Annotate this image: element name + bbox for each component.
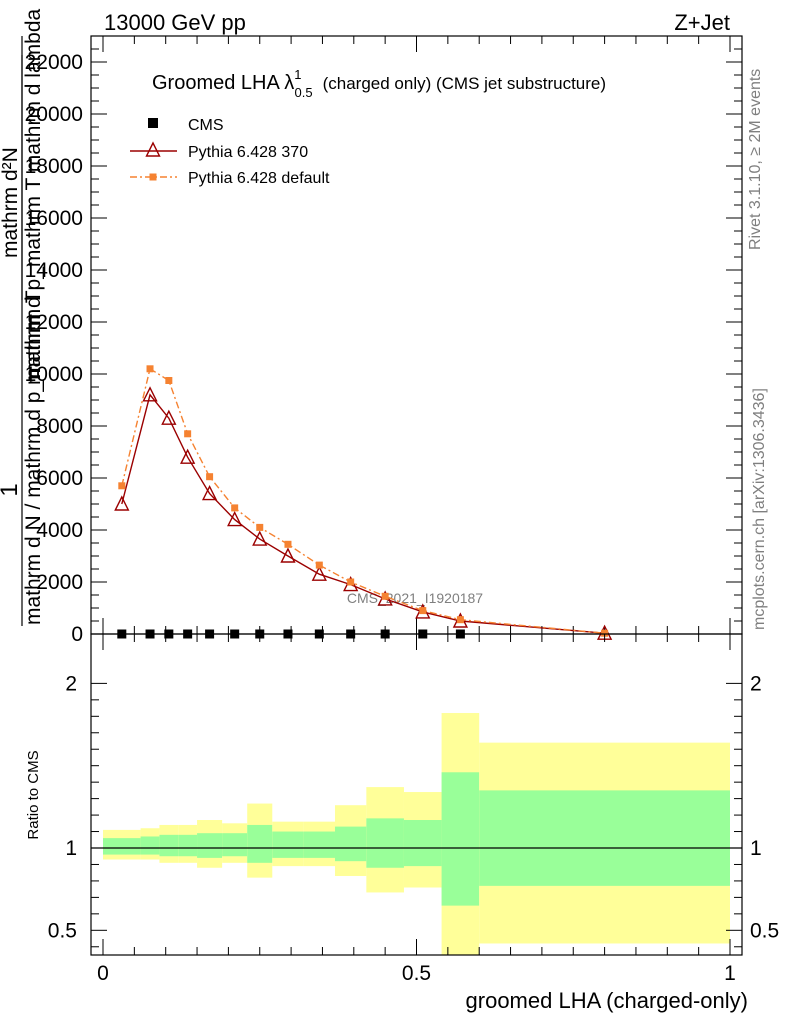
pythia-default-point [381, 592, 389, 600]
ratio-stat-band [103, 838, 141, 855]
pythia-default-point [184, 430, 192, 438]
pythia-default-point [284, 540, 292, 548]
pythia-default-point [146, 365, 154, 373]
pythia370-point [311, 565, 327, 581]
main-y-tick-label: 22000 [25, 51, 83, 74]
ratio-stat-band [403, 820, 442, 867]
legend-cms-marker [148, 118, 158, 128]
ratio-stat-band [140, 836, 160, 855]
pythia-default-point [206, 473, 214, 481]
pythia370-point [252, 530, 268, 546]
ratio-x-axis: 0 0.5 1 [97, 634, 736, 985]
y-label-den2: mathrm d p_mathrm T mathrm d lambda [22, 8, 45, 385]
ratio-y-tick-label-right: 2 [750, 672, 762, 695]
pythia-default-point [315, 561, 323, 569]
main-y-axis: 0 2000 4000 6000 8000 10000 12000 14000 16000 180… [25, 35, 742, 646]
main-y-tick-label: 2000 [36, 571, 83, 594]
ratio-y-axis: 0.5 0.5 1 1 2 2 [48, 672, 779, 948]
pythia-default-point [256, 523, 264, 531]
ratio-y-tick-label: 0.5 [48, 919, 77, 942]
ratio-y-tick-label: 2 [65, 672, 77, 695]
main-y-label: 1 mathrm d N / mathrm d p_mathrm T mathr… [0, 8, 45, 626]
pythia-default-point [601, 629, 609, 637]
pythia-default-point [456, 616, 464, 624]
process-label: Z+Jet [674, 10, 730, 35]
ratio-y-tick-label-right: 1 [750, 837, 762, 860]
ratio-y-tick-label: 1 [65, 837, 77, 860]
ratio-panel: 0.5 0.51 12 2 0 0.5 1 Ratio to CMS groomed LH… [25, 633, 779, 1013]
main-y-tick-label: 18000 [25, 155, 83, 178]
main-y-tick-label: 16000 [25, 207, 83, 230]
series-line-2 [121, 367, 605, 634]
main-y-tick-label: 0 [71, 623, 83, 646]
y-label-den: mathrm d N / mathrm d p_mathrm T [22, 290, 45, 625]
ratio-y-tick-label-right: 0.5 [750, 919, 779, 942]
legend-default-label: Pythia 6.428 default [188, 170, 330, 187]
main-y-tick-label: 14000 [25, 259, 83, 282]
pythia-default-point [347, 578, 355, 586]
legend-default-marker [149, 173, 157, 181]
ratio-x-tick-label: 0 [97, 962, 109, 985]
pythia370-point [280, 547, 296, 563]
x-axis-label: groomed LHA (charged-only) [466, 988, 748, 1013]
main-y-tick-label: 12000 [25, 311, 83, 334]
rivet-label: Rivet 3.1.10, ≥ 2M events [747, 69, 764, 250]
ratio-stat-band [247, 824, 273, 863]
pythia370-point [161, 409, 177, 425]
ratio-stat-band [366, 818, 404, 868]
main-x-ticks [102, 36, 731, 634]
ratio-bands [103, 713, 730, 955]
ratio-stat-band [197, 833, 223, 858]
legend-pythia370-marker [145, 141, 161, 157]
main-y-tick-label: 20000 [25, 103, 83, 126]
chart-title: Groomed LHA λ1 0.5 (charged only) (CMS jet… [152, 67, 606, 100]
main-y-tick-label: 10000 [25, 363, 83, 386]
ratio-stat-band [159, 834, 179, 857]
ratio-stat-band [479, 790, 730, 886]
pythia-default-point [165, 377, 173, 384]
ratio-stat-band [303, 831, 335, 858]
pythia370-point [114, 495, 130, 511]
pythia370-point [227, 511, 243, 527]
ratio-stat-band [334, 826, 367, 862]
mcplots-label: mcplots.cern.ch [arXiv:1306.3436] [751, 388, 768, 630]
main-y-tick-label: 8000 [36, 415, 83, 438]
pythia-default-point [118, 482, 126, 490]
y-label-num2: mathrm d²N [0, 147, 22, 258]
y-label-num: 1 [0, 483, 23, 496]
main-y-tick-label: 4000 [36, 519, 83, 542]
main-series-group [114, 365, 613, 640]
legend-pythia370-label: Pythia 6.428 370 [188, 144, 308, 161]
main-y-tick-label: 6000 [36, 467, 83, 490]
main-panel: CMS_2021_I1920187 0 2000 4000 6000 8000 10000… [0, 8, 743, 646]
ratio-stat-band [222, 833, 248, 857]
ratio-stat-band [441, 772, 480, 906]
ratio-stat-band [272, 831, 304, 858]
pythia370-point [142, 386, 158, 402]
pythia-default-point [231, 504, 239, 512]
pythia370-point [201, 485, 218, 501]
analysis-watermark: CMS_2021_I1920187 [347, 590, 483, 606]
ratio-x-tick-label: 0.5 [402, 962, 431, 985]
pythia-default-point [419, 607, 427, 615]
energy-label: 13000 GeV pp [104, 10, 246, 35]
pythia370-point [180, 448, 196, 464]
ratio-x-tick-label: 1 [724, 962, 736, 985]
ratio-stat-band [178, 834, 198, 857]
legend: CMS Pythia 6.428 370 Pythia 6.428 defaul… [130, 117, 330, 187]
legend-cms-label: CMS [188, 117, 224, 134]
ratio-y-label: Ratio to CMS [25, 750, 42, 839]
